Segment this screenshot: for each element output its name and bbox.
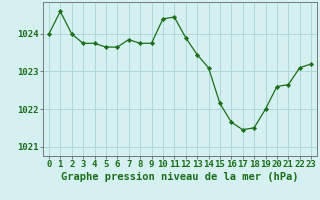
X-axis label: Graphe pression niveau de la mer (hPa): Graphe pression niveau de la mer (hPa): [61, 172, 299, 182]
